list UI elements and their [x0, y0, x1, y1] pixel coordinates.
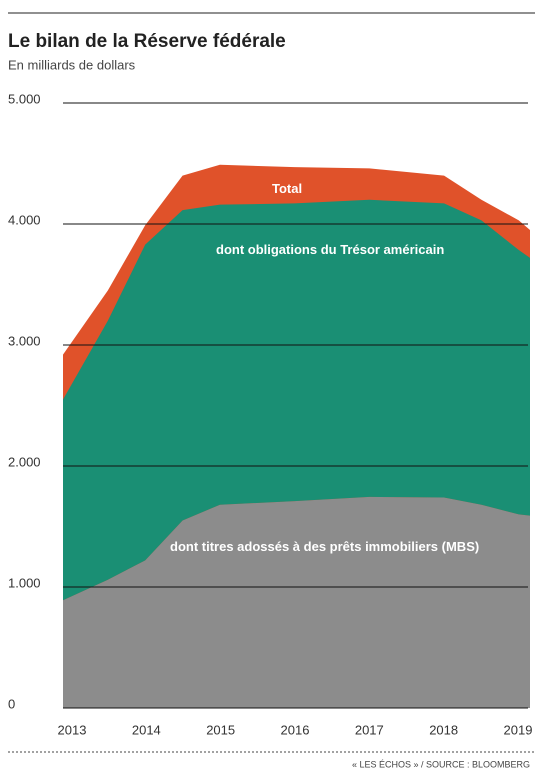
chart-title: Le bilan de la Réserve fédérale [8, 31, 286, 52]
y-tick-label: 1.000 [8, 575, 41, 590]
x-tick-label: 2016 [281, 722, 310, 737]
y-tick-label: 5.000 [8, 91, 41, 106]
source: « LES ÉCHOS » / SOURCE : BLOOMBERG [352, 759, 530, 769]
series-area [63, 496, 530, 708]
x-tick-label: 2013 [58, 722, 87, 737]
area-label: Total [272, 181, 303, 196]
x-tick-label: 2018 [429, 722, 458, 737]
y-tick-label: 2.000 [8, 454, 41, 469]
x-tick-label: 2014 [132, 722, 161, 737]
area-label: dont obligations du Trésor américain [216, 242, 445, 257]
y-tick-label: 0 [8, 696, 15, 711]
chart-subtitle: En milliards de dollars [8, 57, 136, 72]
series-area [63, 199, 530, 601]
y-tick-label: 3.000 [8, 333, 41, 348]
y-tick-label: 4.000 [8, 212, 41, 227]
area-label: dont titres adossés à des prêts immobili… [170, 539, 480, 554]
x-tick-label: 2019 [504, 722, 533, 737]
x-tick-label: 2017 [355, 722, 384, 737]
x-tick-label: 2015 [206, 722, 235, 737]
